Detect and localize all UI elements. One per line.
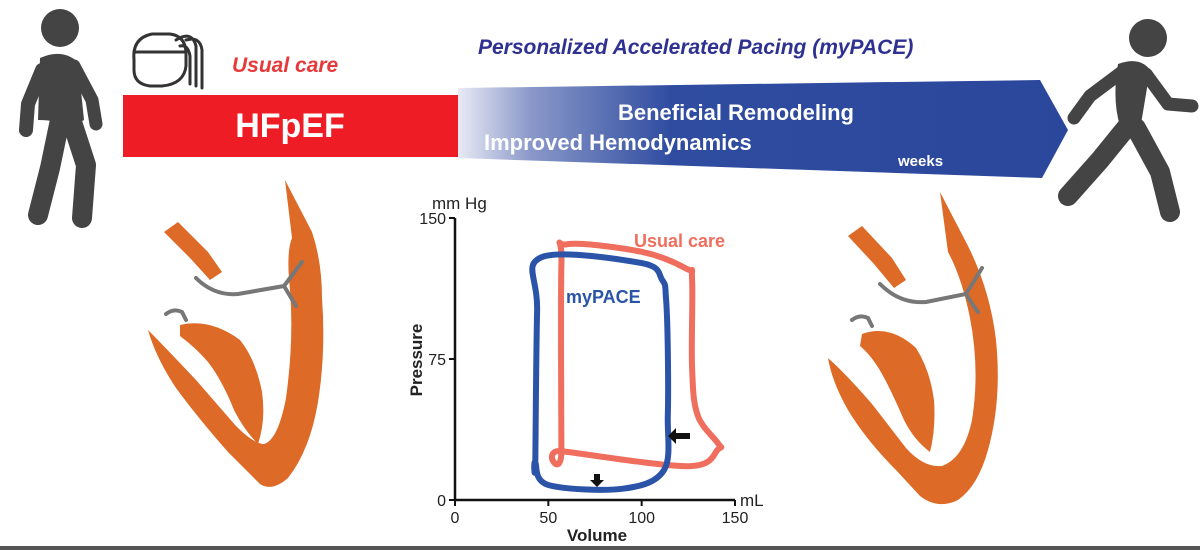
down-shift-arrow-icon <box>590 474 604 487</box>
heart-right-septum <box>860 331 935 452</box>
hfpef-label: HFpEF <box>235 107 345 145</box>
heart-left-thick <box>148 180 324 487</box>
hfpef-bar <box>123 95 458 157</box>
heart-left-valve <box>194 260 304 308</box>
walking-person-left-icon <box>19 9 103 228</box>
heart-left-atrium-wall <box>164 222 222 280</box>
usual-care-loop-label: Usual care <box>634 231 725 251</box>
y-tick-label: 150 <box>419 211 446 228</box>
weeks-label: weeks <box>897 153 943 170</box>
y-tick-label: 0 <box>437 493 446 510</box>
left-shift-arrow-icon <box>668 428 690 444</box>
heart-right-lv-wall <box>828 192 998 505</box>
x-axis-title: Volume <box>567 526 627 545</box>
x-ticks: 0 50 100 150 <box>451 500 749 527</box>
pv-loops <box>529 239 725 493</box>
pv-chart: mm Hg mL 0 75 150 0 50 100 150 Pressure Volum… <box>407 194 764 545</box>
heart-right-valve <box>878 266 984 314</box>
x-tick-label: 50 <box>539 510 557 527</box>
y-unit-label: mm Hg <box>432 194 487 213</box>
x-tick-label: 150 <box>722 510 749 527</box>
bottom-rule <box>0 546 1200 550</box>
y-ticks: 0 75 150 <box>419 211 455 510</box>
heart-right-remodeled <box>828 192 998 505</box>
mypace-pv-loop <box>529 251 672 493</box>
y-tick-label: 75 <box>428 352 446 369</box>
usual-care-label: Usual care <box>232 54 339 77</box>
remodeling-label: Beneficial Remodeling <box>618 100 854 125</box>
walking-person-right-icon <box>1058 19 1199 222</box>
mypace-loop-label: myPACE <box>566 287 641 307</box>
x-tick-label: 100 <box>628 510 655 527</box>
hemodynamics-label: Improved Hemodynamics <box>484 130 752 155</box>
x-tick-label: 0 <box>451 510 460 527</box>
mypace-arrow <box>458 80 1068 178</box>
heart-left-septum <box>180 323 264 444</box>
usual-care-pv-loop <box>549 239 725 470</box>
pacemaker-device-icon <box>132 32 204 90</box>
y-axis-title: Pressure <box>407 324 426 397</box>
x-unit-label: mL <box>740 491 764 510</box>
mypace-title: Personalized Accelerated Pacing (myPACE) <box>478 36 913 59</box>
heart-right-atrium-wall <box>848 226 906 288</box>
